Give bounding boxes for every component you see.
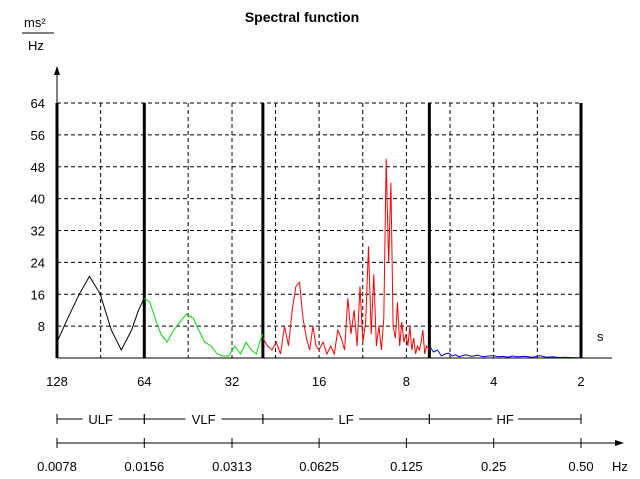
y-unit-denominator: Hz <box>28 38 44 53</box>
period-tick-label: 4 <box>490 374 497 389</box>
spectrum-series-line <box>144 297 264 357</box>
y-tick-label: 40 <box>31 192 45 207</box>
period-axis-unit: s <box>597 329 604 344</box>
y-tick-labels: 8 16 24 32 40 48 56 64 <box>31 96 45 334</box>
frequency-tick-label: 0.50 <box>568 459 593 474</box>
frequency-tick-label: 0.0313 <box>212 459 252 474</box>
frequency-tick-label: 0.0625 <box>299 459 339 474</box>
spectrum-series-line <box>56 275 145 352</box>
frequency-axis <box>57 440 624 446</box>
band-label: LF <box>339 412 354 427</box>
y-tick-label: 56 <box>31 128 45 143</box>
y-tick-label: 32 <box>31 224 45 239</box>
y-tick-label: 8 <box>38 319 45 334</box>
y-tick-label: 24 <box>31 255 45 270</box>
spectrum-series-line <box>262 158 430 356</box>
band-label: ULF <box>88 412 113 427</box>
y-axis-arrow <box>54 66 60 75</box>
spectrum-series-line <box>428 345 582 359</box>
period-tick-labels: 128 64 32 16 8 4 2 <box>46 374 584 389</box>
frequency-tick-label: 0.0078 <box>37 459 77 474</box>
y-tick-label: 48 <box>31 160 45 175</box>
band-axis: ULF VLF LF HF <box>56 412 582 427</box>
chart-title: Spectral function <box>245 9 359 25</box>
period-tick-label: 32 <box>225 374 239 389</box>
period-tick-label: 8 <box>403 374 410 389</box>
frequency-tick-label: 0.25 <box>481 459 506 474</box>
y-unit-label: ms² Hz <box>22 15 54 53</box>
band-label: VLF <box>192 412 216 427</box>
band-label: HF <box>497 412 514 427</box>
frequency-axis-arrow <box>615 440 624 446</box>
period-tick-label: 128 <box>46 374 68 389</box>
frequency-tick-label: 0.125 <box>390 459 423 474</box>
y-tick-label: 64 <box>31 96 45 111</box>
y-unit-numerator: ms² <box>24 15 46 30</box>
frequency-tick-label: 0.0156 <box>124 459 164 474</box>
frequency-axis-unit: Hz <box>612 459 628 474</box>
period-tick-label: 64 <box>137 374 151 389</box>
frequency-tick-labels: 0.0078 0.0156 0.0313 0.0625 0.125 0.25 0.50 <box>37 438 594 474</box>
period-tick-label: 16 <box>312 374 326 389</box>
axes <box>54 66 612 359</box>
y-tick-label: 16 <box>31 287 45 302</box>
series-group <box>56 158 582 359</box>
period-tick-label: 2 <box>577 374 584 389</box>
